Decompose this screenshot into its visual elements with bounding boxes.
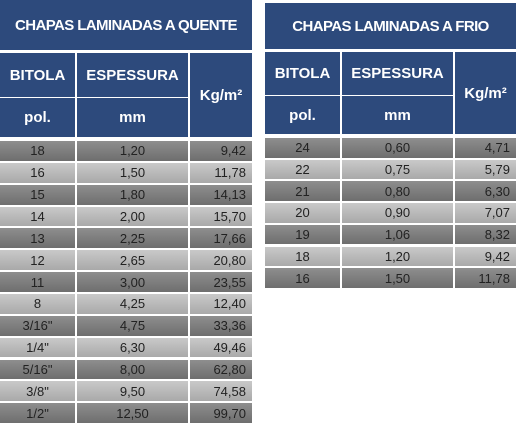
- table-cell: 6,30: [455, 181, 516, 202]
- table-cell: 99,70: [190, 403, 252, 424]
- table-cell: 8,32: [455, 224, 516, 245]
- table-cell: 1,20: [77, 141, 188, 161]
- table-cell: 5,79: [455, 159, 516, 180]
- table-cell: 33,36: [190, 315, 252, 336]
- table-cell: 4,25: [77, 293, 188, 314]
- table-cell: 62,80: [190, 359, 252, 380]
- table-cell: 3,00: [77, 272, 188, 292]
- table-cell: 9,42: [190, 141, 252, 161]
- subheader: pol.: [0, 98, 75, 137]
- table-cell: 14: [0, 206, 75, 227]
- table-cell: 23,55: [190, 272, 252, 292]
- table-cell: 1,20: [342, 246, 453, 267]
- table-cell: 3/8": [0, 381, 75, 402]
- table-cell: 12: [0, 250, 75, 271]
- table-cell: 20,80: [190, 250, 252, 271]
- table-cell: 7,07: [455, 203, 516, 223]
- table-cell: 2,25: [77, 228, 188, 249]
- table-cell: 2,65: [77, 250, 188, 271]
- table-cell: 8: [0, 293, 75, 314]
- table-cell: 12,50: [77, 403, 188, 424]
- table-cell: 11: [0, 272, 75, 292]
- table-cell: 16: [265, 268, 340, 288]
- header: Kg/m²: [190, 53, 252, 137]
- header: Kg/m²: [455, 52, 516, 134]
- table-cell: 9,50: [77, 381, 188, 402]
- header: BITOLA: [0, 53, 75, 97]
- table-cell: 11,78: [455, 268, 516, 288]
- table-cell: 21: [265, 181, 340, 202]
- table-cell: 0,60: [342, 138, 453, 158]
- table-cell: 74,58: [190, 381, 252, 402]
- table-cell: 5/16": [0, 359, 75, 380]
- subheader: mm: [77, 98, 188, 137]
- table-cell: 0,80: [342, 181, 453, 202]
- table-cell: 1,50: [342, 268, 453, 288]
- table-cell: 4,71: [455, 138, 516, 158]
- table-cell: 22: [265, 159, 340, 180]
- table-cell: 12,40: [190, 293, 252, 314]
- table-cell: 4,75: [77, 315, 188, 336]
- table-cell: 11,78: [190, 162, 252, 183]
- table-cell: 0,75: [342, 159, 453, 180]
- table-title: CHAPAS LAMINADAS A FRIO: [265, 3, 516, 49]
- table-cell: 9,42: [455, 246, 516, 267]
- table-cell: 3/16": [0, 315, 75, 336]
- header: ESPESSURA: [342, 52, 453, 95]
- table-cell: 1,80: [77, 184, 188, 205]
- table-cell: 8,00: [77, 359, 188, 380]
- table-cell: 18: [0, 141, 75, 161]
- table-cell: 13: [0, 228, 75, 249]
- table-cell: 17,66: [190, 228, 252, 249]
- subheader: pol.: [265, 96, 340, 134]
- table-cell: 14,13: [190, 184, 252, 205]
- table-cell: 1/2": [0, 403, 75, 424]
- table-title: CHAPAS LAMINADAS A QUENTE: [0, 0, 252, 50]
- table-cell: 1/4": [0, 337, 75, 358]
- table-cell: 15: [0, 184, 75, 205]
- table-cell: 1,50: [77, 162, 188, 183]
- table-cell: 0,90: [342, 203, 453, 223]
- table-cell: 20: [265, 203, 340, 223]
- subheader: mm: [342, 96, 453, 134]
- table-cell: 19: [265, 224, 340, 245]
- table-cell: 18: [265, 246, 340, 267]
- header: ESPESSURA: [77, 53, 188, 97]
- header: BITOLA: [265, 52, 340, 95]
- table-cell: 15,70: [190, 206, 252, 227]
- table-cell: 49,46: [190, 337, 252, 358]
- table-cell: 6,30: [77, 337, 188, 358]
- table-cell: 16: [0, 162, 75, 183]
- table-cell: 24: [265, 138, 340, 158]
- table-cell: 2,00: [77, 206, 188, 227]
- table-cell: 1,06: [342, 224, 453, 245]
